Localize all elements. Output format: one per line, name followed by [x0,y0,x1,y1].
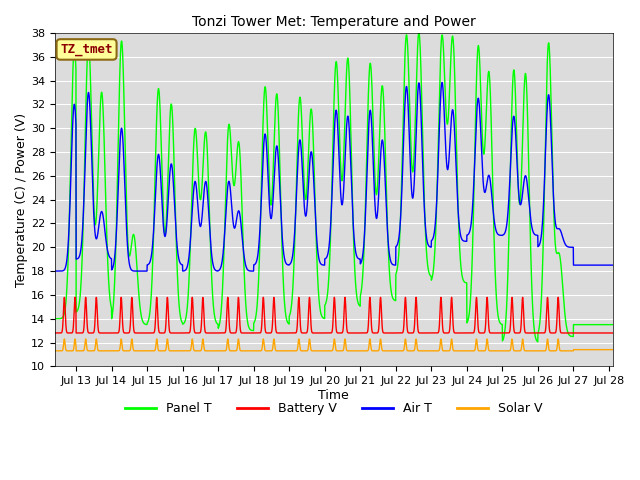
Panel T [415,30,422,36]
Line: Air T: Air T [55,83,612,271]
Battery V [538,330,545,336]
Air T [148,251,156,257]
Battery V [148,330,156,336]
Title: Tonzi Tower Met: Temperature and Power: Tonzi Tower Met: Temperature and Power [192,15,476,29]
Solar V [71,336,79,342]
Battery V [265,330,273,336]
Solar V [609,347,616,352]
Battery V [115,330,122,336]
Panel T [534,339,541,345]
Air T [115,181,122,187]
Text: TZ_tmet: TZ_tmet [60,43,113,56]
Solar V [538,348,545,354]
Panel T [148,288,156,294]
Panel T [598,322,606,327]
Battery V [609,330,616,336]
Air T [289,250,297,256]
Battery V [51,330,59,336]
Air T [538,228,546,233]
Panel T [51,316,59,322]
Solar V [148,348,156,354]
Panel T [265,162,273,168]
Solar V [115,348,122,354]
Line: Solar V: Solar V [55,339,612,351]
X-axis label: Time: Time [318,389,349,402]
Line: Panel T: Panel T [55,33,612,342]
Line: Battery V: Battery V [55,297,612,333]
Air T [143,268,151,274]
Solar V [51,348,59,354]
Battery V [71,294,79,300]
Air T [51,268,59,274]
Legend: Panel T, Battery V, Air T, Solar V: Panel T, Battery V, Air T, Solar V [120,397,548,420]
Air T [438,80,446,85]
Solar V [289,348,297,354]
Air T [598,262,606,268]
Solar V [265,348,273,354]
Panel T [289,286,297,291]
Y-axis label: Temperature (C) / Power (V): Temperature (C) / Power (V) [15,113,28,287]
Panel T [538,285,546,291]
Battery V [289,330,297,336]
Air T [265,191,273,197]
Air T [609,262,616,268]
Panel T [609,322,616,327]
Battery V [598,330,605,336]
Panel T [115,132,122,138]
Solar V [598,347,605,352]
